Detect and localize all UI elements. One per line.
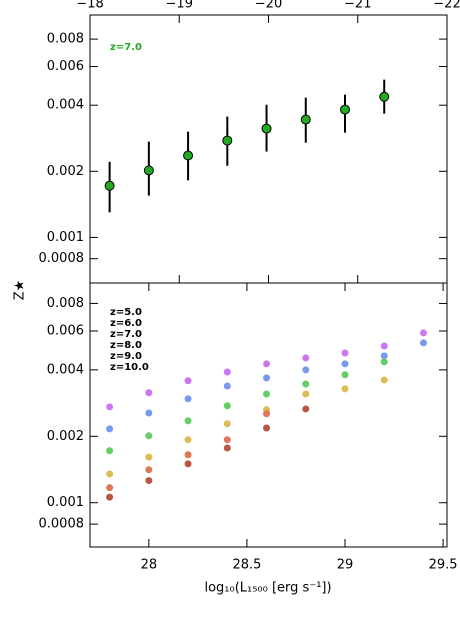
x2-tick-label: −19 [166,0,193,12]
y-tick-label: 0.002 [47,429,84,444]
point [341,371,349,379]
legend-entry: z=9.0 [110,351,142,362]
point [184,460,192,468]
point [341,360,349,368]
point [106,470,114,478]
point [183,150,194,161]
y-tick-label: 0.001 [47,230,84,245]
point [300,114,311,125]
point [302,405,310,413]
point [143,165,154,176]
point [223,368,231,376]
point [302,354,310,362]
point [106,484,114,492]
point [145,389,153,397]
y-tick-label: 0.002 [47,164,84,179]
y-tick-label: 0.006 [47,59,84,74]
point [184,395,192,403]
legend-entry: z=8.0 [110,340,142,351]
point [184,451,192,459]
point [223,436,231,444]
point [380,352,388,360]
y-tick-label: 0.008 [47,32,84,47]
point [302,366,310,374]
point [341,349,349,357]
annotation: z=7.0 [110,42,142,53]
point [302,390,310,398]
point [419,329,427,337]
legend-entry: z=10.0 [110,362,149,373]
legend-entry: z=6.0 [110,318,142,329]
point [106,493,114,501]
x2-tick-label: −21 [344,0,371,12]
y-tick-label: 0.0008 [39,517,85,532]
point [145,453,153,461]
x2-tick-label: −18 [76,0,103,12]
point [106,403,114,411]
y-tick-label: 0.0008 [39,251,85,266]
point [263,390,271,398]
point [145,477,153,485]
x2-tick-label: −20 [255,0,282,12]
point [106,425,114,433]
point [223,382,231,390]
point [263,374,271,382]
point [145,432,153,440]
point [145,466,153,474]
point [223,444,231,452]
point [263,360,271,368]
point [263,424,271,432]
y-tick-label: 0.004 [47,362,84,377]
y-tick-label: 0.004 [47,98,84,113]
point [302,380,310,388]
point [419,339,427,347]
y-tick-label: 0.001 [47,495,84,510]
point [380,376,388,384]
point [380,358,388,366]
plot-frame [89,282,448,548]
point [106,447,114,455]
legend-entry: z=7.0 [110,329,142,340]
x-tick-label: 28.5 [232,558,261,573]
plot-frame [89,14,448,284]
x-axis-label: log₁₀(L₁₅₀₀ [erg s⁻¹]) [204,581,331,596]
point [380,342,388,350]
x-tick-label: 29.5 [429,558,458,573]
point [145,409,153,417]
point [379,91,390,102]
point [261,123,272,134]
x-tick-label: 28 [141,558,158,573]
x2-tick-label: −22 [433,0,460,12]
y-axis-label: Z★ [13,280,28,301]
x-tick-label: 29 [337,558,354,573]
point [222,135,233,146]
y-tick-label: 0.006 [47,323,84,338]
point [263,410,271,418]
point [184,436,192,444]
point [340,104,350,115]
point [223,420,231,428]
point [184,417,192,425]
point [104,180,115,191]
y-tick-label: 0.008 [47,296,84,311]
point [223,402,231,410]
point [184,377,192,385]
point [341,385,349,393]
legend-entry: z=5.0 [110,307,142,318]
